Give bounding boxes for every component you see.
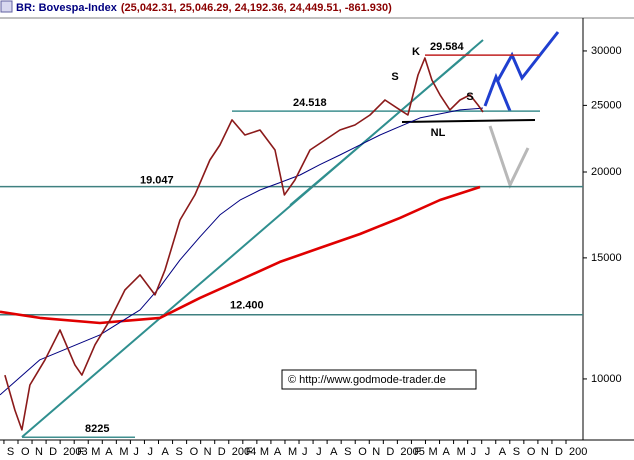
x-tick-label: N xyxy=(35,446,43,458)
x-tick-label: S xyxy=(344,446,351,458)
x-tick-label: O xyxy=(21,446,30,458)
x-tick-label: O xyxy=(527,446,536,458)
x-tick-label: N xyxy=(372,446,380,458)
series-line xyxy=(0,107,484,396)
y-tick-label: 15000 xyxy=(591,252,622,264)
trend-line xyxy=(289,51,471,206)
x-tick-label: J xyxy=(485,446,491,458)
x-tick-label: J xyxy=(147,446,153,458)
x-tick-label: M xyxy=(91,446,100,458)
x-tick-label: O xyxy=(190,446,199,458)
series-line xyxy=(4,57,484,431)
x-tick-label: S xyxy=(176,446,183,458)
y-tick-label: 30000 xyxy=(591,45,622,57)
copyright: © http://www.godmode-trader.de xyxy=(288,374,446,386)
projection-up xyxy=(483,72,512,112)
level-label: 19.047 xyxy=(140,174,174,186)
x-tick-label: D xyxy=(386,446,394,458)
x-tick-label: A xyxy=(274,446,282,458)
x-tick-label: D xyxy=(218,446,226,458)
x-tick-label: M xyxy=(119,446,128,458)
annotation: K xyxy=(412,46,420,58)
annotation: S xyxy=(466,91,473,103)
x-tick-label: F xyxy=(246,446,253,458)
x-tick-label: 2005 xyxy=(400,446,424,458)
y-tick-label: 20000 xyxy=(591,166,622,178)
x-tick-label: J xyxy=(471,446,477,458)
x-tick-label: O xyxy=(358,446,367,458)
x-tick-label: N xyxy=(204,446,212,458)
level-label: 29.584 xyxy=(430,41,465,53)
annotation: S xyxy=(391,71,398,83)
title-icon xyxy=(0,0,13,13)
chart-title: BR: Bovespa-Index xyxy=(16,2,118,14)
x-tick-label: N xyxy=(541,446,549,458)
x-tick-label: J xyxy=(302,446,308,458)
level-label: 24.518 xyxy=(293,97,327,109)
x-tick-label: A xyxy=(105,446,113,458)
x-tick-label: F xyxy=(414,446,421,458)
x-tick-label: M xyxy=(428,446,437,458)
quote-values: (25,042.31, 25,046.29, 24,192.36, 24,449… xyxy=(121,2,392,14)
level-label: 8225 xyxy=(85,423,109,435)
series-line xyxy=(0,185,481,325)
x-tick-label: 2004 xyxy=(232,446,256,458)
x-tick-label: D xyxy=(49,446,57,458)
neckline xyxy=(401,119,536,123)
x-tick-label: 2003 xyxy=(63,446,87,458)
x-tick-label: S xyxy=(7,446,14,458)
x-tick-label: J xyxy=(316,446,322,458)
x-tick-label: 200 xyxy=(569,446,587,458)
x-tick-label: M xyxy=(288,446,297,458)
x-tick-label: J xyxy=(133,446,139,458)
annotation: NL xyxy=(431,127,446,139)
x-tick-label: A xyxy=(499,446,507,458)
x-tick-label: D xyxy=(555,446,563,458)
x-tick-label: F xyxy=(77,446,84,458)
x-tick-label: A xyxy=(330,446,338,458)
x-tick-label: A xyxy=(443,446,451,458)
x-tick-label: M xyxy=(260,446,269,458)
y-tick-label: 25000 xyxy=(591,99,622,111)
x-tick-label: M xyxy=(457,446,466,458)
x-tick-label: A xyxy=(162,446,170,458)
projection-down xyxy=(488,125,530,189)
x-tick-label: S xyxy=(513,446,520,458)
y-tick-label: 10000 xyxy=(591,373,622,385)
level-label: 12.400 xyxy=(230,300,264,312)
copyright-box xyxy=(281,369,477,390)
